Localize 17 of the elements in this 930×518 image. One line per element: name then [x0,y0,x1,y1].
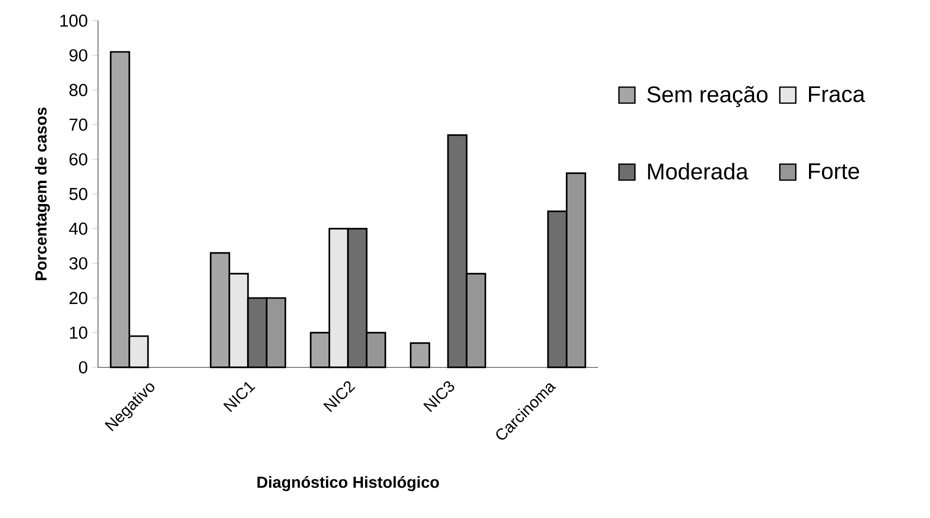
y-tick-label: 100 [60,14,88,27]
legend-label: Sem reação [647,86,768,108]
legend-label: Fraca [809,86,866,102]
y-tick-label: 70 [70,118,88,131]
y-tick-label: 50 [69,188,88,200]
y-tick-label: 20 [70,292,88,304]
y-tick-label: 10 [70,326,88,339]
y-tick-label: 80 [69,84,88,96]
y-tick-label: 60 [70,153,88,166]
y-tick-label: 90 [69,49,88,62]
y-axis-title: Porcentagem de casos [34,108,50,280]
y-tick-label: 40 [69,222,88,235]
x-axis-title: Diagnóstico Histológico [258,476,439,492]
y-tick-label: 30 [69,257,88,270]
legend-label: Moderada [648,162,748,180]
legend-label: Forte [809,163,860,180]
y-tick-label: 0 [78,361,88,374]
